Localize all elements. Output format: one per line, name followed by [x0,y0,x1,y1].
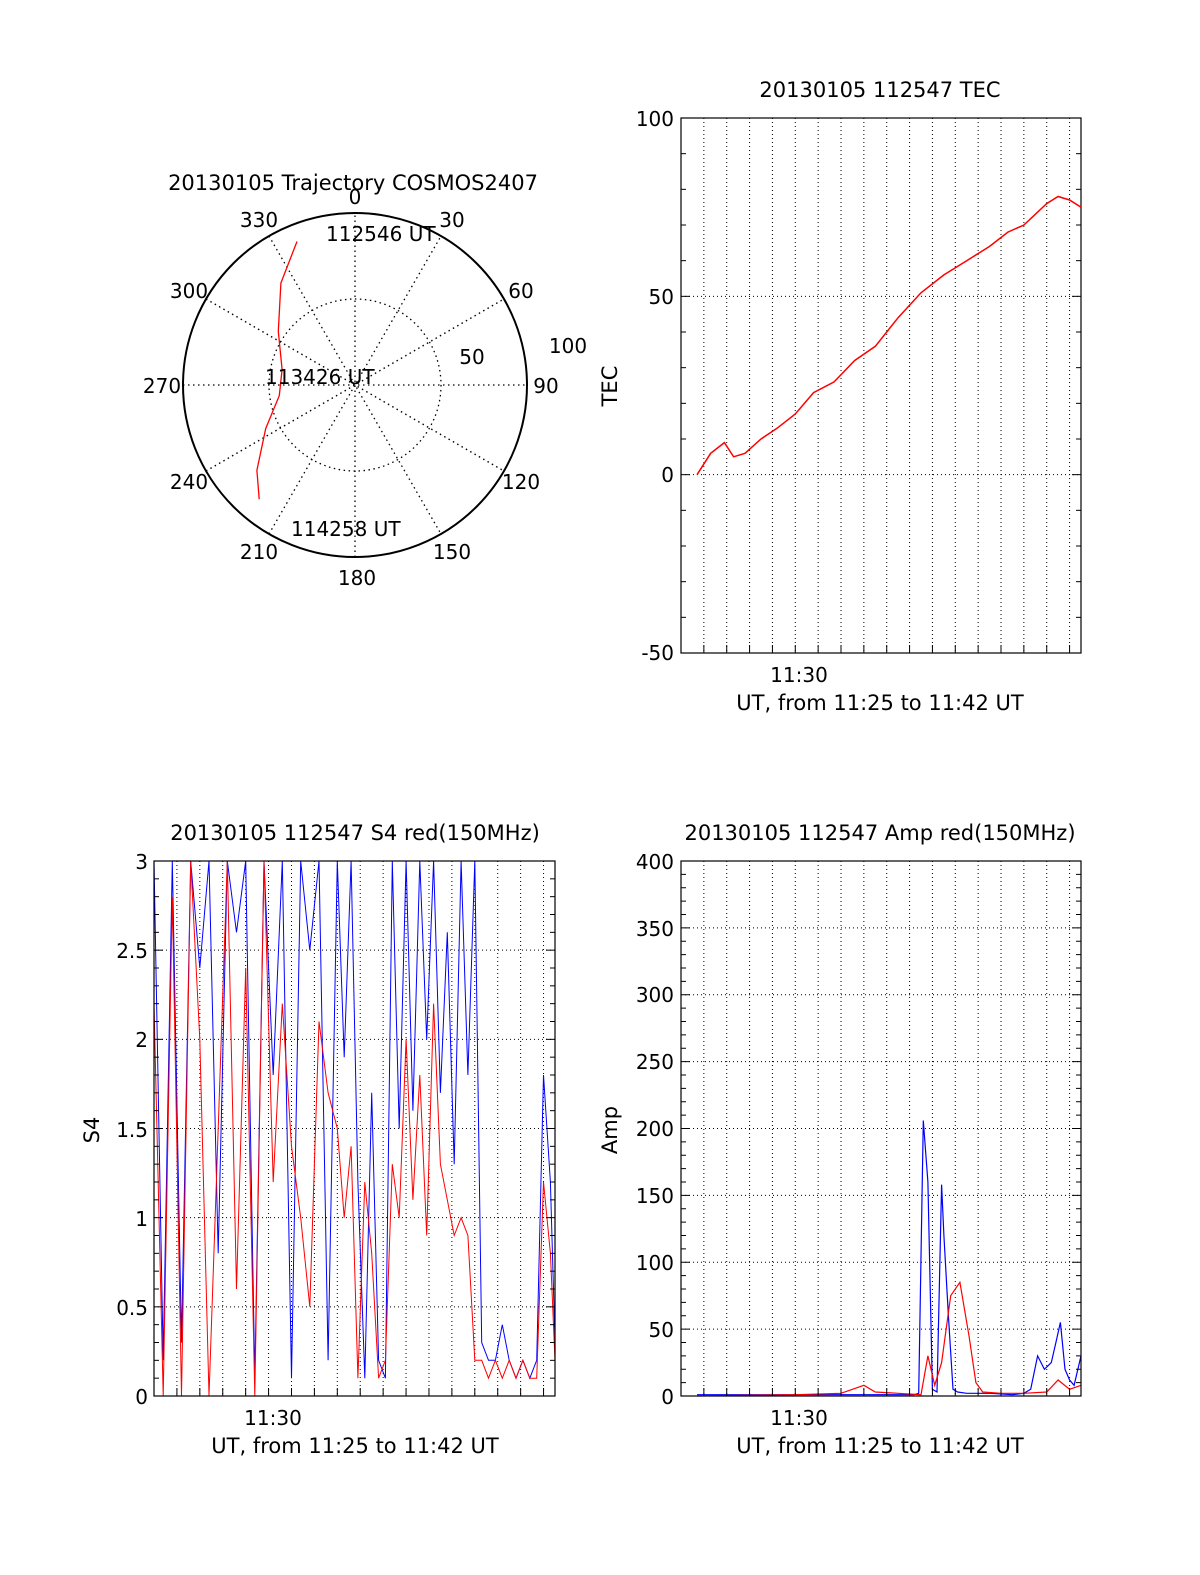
polar-panel: 20130105 Trajectory COSMOS2407 0 30 60 9… [143,171,587,590]
tec-ytick-100: 100 [636,107,674,131]
tec-xlabel: UT, from 11:25 to 11:42 UT [736,691,1024,715]
s4-grid [154,861,555,1396]
amp-ytick-50: 50 [649,1318,674,1342]
amp-ytick-350: 350 [636,917,674,941]
amp-title: 20130105 112547 Amp red(150MHz) [684,821,1075,845]
polar-inner-circle [268,298,442,472]
tec-ytick-0: 0 [661,463,674,487]
polar-angle-label-300: 300 [170,279,208,303]
s4-ytick-3: 3 [135,850,148,874]
s4-ytick-0: 0 [135,1385,148,1409]
s4-ylabel: S4 [80,1117,104,1144]
polar-trajectory-line [256,241,298,500]
tec-series-line [696,195,1082,476]
amp-panel: 20130105 112547 Amp red(150MHz) 0 50 100… [598,821,1082,1458]
tec-grid [681,118,1081,653]
tec-title: 20130105 112547 TEC [759,78,1000,102]
polar-angle-label-330: 330 [240,208,278,232]
s4-ticks [154,860,555,1397]
polar-angle-label-120: 120 [502,470,540,494]
s4-xtick-1130: 11:30 [244,1406,302,1430]
tec-xtick-1130: 11:30 [770,663,828,687]
polar-angle-label-0: 0 [349,185,362,209]
amp-xlabel: UT, from 11:25 to 11:42 UT [736,1434,1024,1458]
s4-blue-line [153,860,556,1380]
s4-ytick-0.5: 0.5 [116,1296,148,1320]
s4-ytick-1: 1 [135,1207,148,1231]
tec-plot-frame [680,117,1082,654]
amp-ytick-200: 200 [636,1117,674,1141]
amp-ylabel: Amp [598,1106,622,1154]
polar-angle-label-30: 30 [439,208,464,232]
s4-ytick-2: 2 [135,1028,148,1052]
tec-ytick-50: 50 [649,285,674,309]
polar-angle-label-150: 150 [433,540,471,564]
s4-ytick-2.5: 2.5 [116,939,148,963]
s4-series [153,860,556,1397]
amp-ticks [681,860,1081,1397]
amp-ytick-250: 250 [636,1050,674,1074]
polar-angle-label-270: 270 [143,374,181,398]
s4-red-line [153,860,556,1397]
amp-xtick-1130: 11:30 [770,1406,828,1430]
amp-red-line [696,1280,1082,1397]
polar-angle-label-180: 180 [338,566,376,590]
amp-ytick-100: 100 [636,1251,674,1275]
tec-ylabel: TEC [598,366,622,408]
polar-title: 20130105 Trajectory COSMOS2407 [168,171,538,195]
polar-radial-label-50: 50 [459,345,484,369]
s4-title: 20130105 112547 S4 red(150MHz) [170,821,540,845]
tec-ticks [681,117,1081,654]
polar-radial-label-100: 100 [549,334,587,358]
polar-annotation-mid: 113426 UT [265,365,375,389]
amp-blue-line [697,1120,1082,1396]
polar-angle-label-210: 210 [240,540,278,564]
tec-panel: 20130105 112547 TEC -50 0 50 100 11:30 U… [598,78,1082,715]
polar-annotation-end: 114258 UT [291,517,401,541]
s4-xlabel: UT, from 11:25 to 11:42 UT [211,1434,499,1458]
polar-annotation-start: 112546 UT [326,222,436,246]
amp-ytick-150: 150 [636,1184,674,1208]
tec-ytick-minus50: -50 [641,641,674,665]
amp-ytick-400: 400 [636,850,674,874]
amp-ytick-0: 0 [661,1385,674,1409]
polar-angle-label-60: 60 [508,279,533,303]
s4-panel: 20130105 112547 S4 red(150MHz) 0 0.5 1 1… [80,821,556,1458]
amp-grid [681,861,1081,1396]
amp-ytick-300: 300 [636,983,674,1007]
polar-angle-label-90: 90 [533,374,558,398]
s4-ytick-1.5: 1.5 [116,1118,148,1142]
polar-angle-label-240: 240 [170,470,208,494]
